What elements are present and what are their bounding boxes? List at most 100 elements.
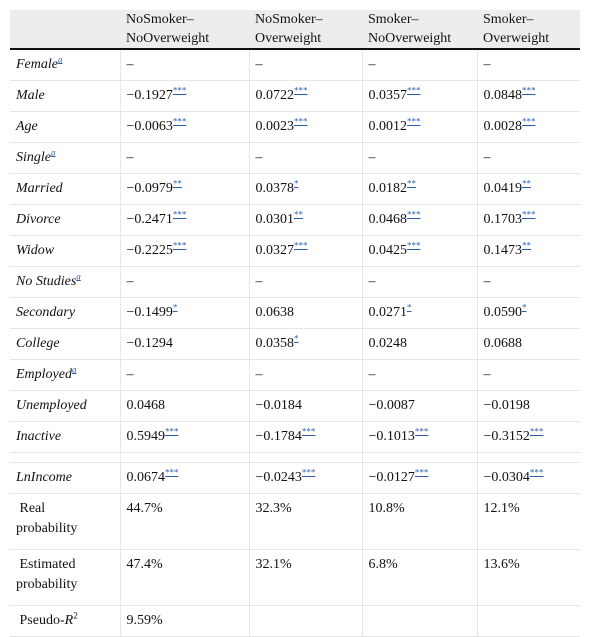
significance-footnote-link[interactable]: ** [172, 178, 182, 189]
cell-value: – [255, 57, 263, 72]
header-row: NoSmoker– NoOverweight NoSmoker– Overweigh… [10, 10, 580, 50]
significance-footnote-link[interactable]: *** [294, 116, 308, 127]
cell-value: 0.0023 [255, 119, 295, 134]
significance-footnote-link[interactable]: ** [294, 209, 303, 220]
table-cell: – [476, 49, 580, 81]
cell-value: 0.0638 [255, 305, 295, 320]
cell-value: −0.1013 [368, 429, 415, 444]
cell-value: 0.0028 [483, 119, 523, 134]
significance-footnote-link[interactable]: *** [529, 467, 544, 478]
table-cell: −0.0243*** [248, 462, 362, 494]
table-row: College −0.1294 0.0358* 0.0248 0.0688 [10, 328, 580, 360]
table-cell: −0.3152*** [476, 421, 580, 453]
probability-value: 10.8% [361, 493, 477, 550]
cell-value: – [483, 150, 491, 165]
table-cell: 0.0327*** [248, 235, 362, 267]
cell-value: −0.3152 [483, 429, 530, 444]
significance-footnote-link[interactable]: * [294, 178, 299, 189]
variable-label: Single [16, 150, 51, 165]
table-row: No Studiesa – – – – [10, 266, 580, 298]
empty-cell [361, 605, 477, 637]
variable-name: Secondary [10, 297, 120, 329]
reference-category-footnote-link[interactable]: a [76, 271, 81, 282]
spacer-row [10, 452, 580, 463]
significance-footnote-link[interactable]: *** [522, 85, 536, 96]
table-body: Femalea – – – – Male −0.1927*** 0.0722*** 0.0357… [10, 49, 580, 637]
cell-value: 0.0271 [368, 305, 408, 320]
reference-category-footnote-link[interactable]: a [57, 54, 63, 65]
significance-footnote-link[interactable]: *** [407, 85, 421, 96]
significance-footnote-link[interactable]: ** [407, 178, 416, 189]
table-cell: – [248, 359, 362, 391]
cell-value: – [368, 274, 376, 289]
reference-category-footnote-link[interactable]: a [51, 147, 56, 158]
significance-footnote-link[interactable]: ** [522, 178, 531, 189]
cell-value: 0.0722 [255, 88, 295, 103]
cell-value: −0.0087 [368, 398, 415, 413]
cell-value: 0.0248 [368, 336, 408, 351]
significance-footnote-link[interactable]: *** [407, 116, 421, 127]
table-cell: 0.0425*** [361, 235, 477, 267]
pseudo-exponent: 2 [73, 610, 78, 621]
table-cell: 0.0419** [476, 173, 580, 205]
results-table: NoSmoker– NoOverweight NoSmoker– Overweigh… [10, 10, 580, 637]
cell-value: 0.0182 [368, 181, 408, 196]
table-cell: −0.0127*** [361, 462, 477, 494]
table-row: Unemployed 0.0468 −0.0184 −0.0087 −0.0198 [10, 390, 580, 422]
significance-footnote-link[interactable]: * [172, 302, 178, 313]
significance-footnote-link[interactable]: *** [529, 426, 544, 437]
spacer-cell [361, 452, 477, 463]
significance-footnote-link[interactable]: ** [522, 240, 531, 251]
significance-footnote-link[interactable]: *** [407, 240, 421, 251]
significance-footnote-link[interactable]: * [294, 333, 299, 344]
significance-footnote-link[interactable]: *** [294, 85, 308, 96]
significance-footnote-link[interactable]: *** [172, 240, 187, 251]
significance-footnote-link[interactable]: *** [172, 116, 187, 127]
significance-footnote-link[interactable]: *** [522, 209, 536, 220]
table-cell: – [361, 359, 477, 391]
cell-value: 0.0357 [368, 88, 408, 103]
table-cell: −0.0979** [119, 173, 249, 205]
cell-value: 0.5949 [126, 429, 166, 444]
significance-footnote-link[interactable]: * [522, 302, 527, 313]
table-cell: 0.0301** [248, 204, 362, 236]
significance-footnote-link[interactable]: *** [414, 426, 429, 437]
table-cell: 0.5949*** [119, 421, 249, 453]
variable-label: Female [16, 57, 58, 72]
table-cell: −0.0198 [476, 390, 580, 422]
variable-name: Widow [10, 235, 120, 267]
table-cell: 0.0248 [361, 328, 477, 360]
cell-value: 0.0419 [483, 181, 523, 196]
table-row: Married −0.0979** 0.0378* 0.0182** 0.0419** [10, 173, 580, 205]
variable-name: No Studiesa [10, 266, 120, 298]
reference-category-footnote-link[interactable]: a [71, 364, 77, 375]
table-cell: – [361, 142, 477, 174]
variable-label: Divorce [16, 212, 61, 227]
table-cell: −0.1927*** [119, 80, 249, 112]
significance-footnote-link[interactable]: *** [172, 209, 187, 220]
variable-name: Divorce [10, 204, 120, 236]
significance-footnote-link[interactable]: *** [294, 240, 308, 251]
significance-footnote-link[interactable]: *** [165, 467, 179, 478]
variable-label: College [16, 336, 60, 351]
pseudo-r2-value: 9.59% [119, 605, 249, 637]
significance-footnote-link[interactable]: *** [301, 467, 316, 478]
significance-footnote-link[interactable]: *** [172, 85, 187, 96]
probability-value: 12.1% [476, 493, 580, 550]
variable-label: No Studies [16, 274, 77, 289]
significance-footnote-link[interactable]: *** [522, 116, 536, 127]
header-blank [10, 10, 120, 50]
cell-value: 0.0468 [126, 398, 166, 413]
variable-name: Singlea [10, 142, 120, 174]
significance-footnote-link[interactable]: *** [414, 467, 429, 478]
significance-footnote-link[interactable]: *** [407, 209, 421, 220]
table-cell: 0.0028*** [476, 111, 580, 143]
probability-value: 13.6% [476, 549, 580, 606]
significance-footnote-link[interactable]: *** [165, 426, 179, 437]
significance-footnote-link[interactable]: *** [301, 426, 316, 437]
significance-footnote-link[interactable]: * [407, 302, 412, 313]
header-nosmoker-nooverweight: NoSmoker– NoOverweight [120, 10, 249, 50]
cell-value: −0.0304 [483, 470, 530, 485]
table-row: Employeda – – – – [10, 359, 580, 391]
cell-value: – [255, 150, 263, 165]
